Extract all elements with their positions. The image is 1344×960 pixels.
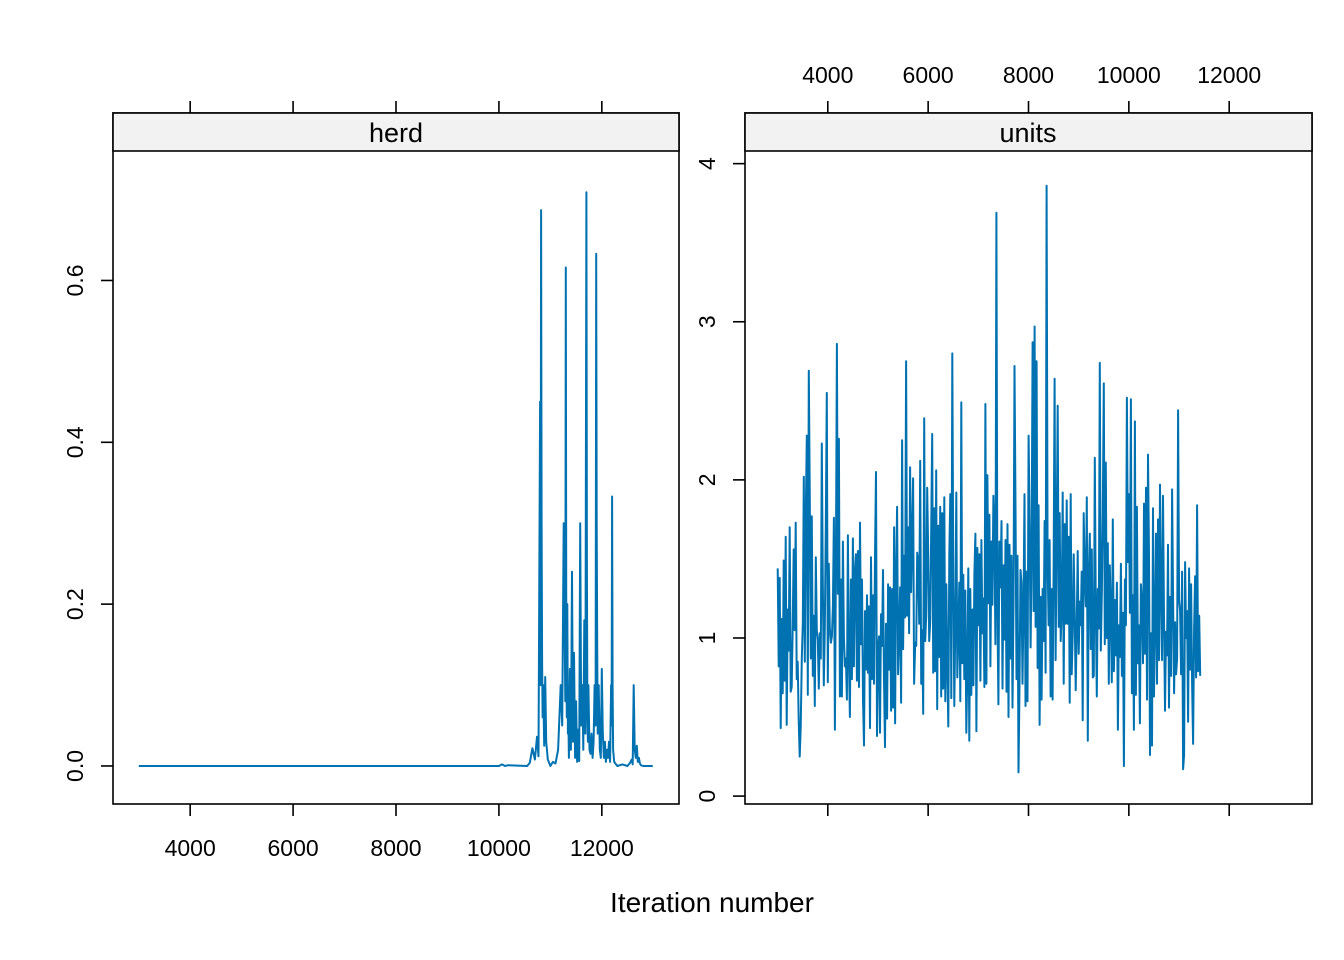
panel-units-strip-label: units (999, 118, 1056, 148)
panel-units-trace (776, 184, 1202, 774)
y-tick-label: 1 (694, 632, 720, 645)
panel-herd-trace (138, 191, 653, 767)
panel-units: units 4000 6000 8000 10000 12000 0 1 2 3 4 (694, 62, 1313, 816)
y-tick-label: 3 (694, 315, 720, 328)
y-tick-label: 4 (694, 157, 720, 170)
panel-units-x-ticks: 4000 6000 8000 10000 12000 (802, 62, 1261, 816)
y-tick-label: 0.4 (62, 426, 88, 458)
panel-units-y-ticks: 0 1 2 3 4 (694, 157, 745, 802)
x-tick-label: 4000 (165, 835, 216, 861)
panel-herd-x-ticks: 4000 6000 8000 10000 12000 (165, 101, 634, 861)
y-tick-label: 0.6 (62, 264, 88, 296)
x-tick-label: 4000 (802, 62, 853, 88)
x-axis-title: Iteration number (610, 887, 814, 918)
x-tick-label: 12000 (1197, 62, 1261, 88)
x-tick-label: 12000 (570, 835, 634, 861)
y-tick-label: 2 (694, 473, 720, 486)
x-tick-label: 10000 (1097, 62, 1161, 88)
x-tick-label: 6000 (268, 835, 319, 861)
panel-herd-strip-label: herd (369, 118, 423, 148)
y-tick-label: 0.2 (62, 588, 88, 620)
x-tick-label: 6000 (903, 62, 954, 88)
panel-herd: herd 4000 6000 8000 10000 12000 0.0 0.2 0.4 0.6 (62, 101, 680, 861)
y-tick-label: 0.0 (62, 750, 88, 782)
y-tick-label: 0 (694, 790, 720, 803)
x-tick-label: 8000 (1003, 62, 1054, 88)
panel-herd-y-ticks: 0.0 0.2 0.4 0.6 (62, 264, 113, 782)
x-tick-label: 10000 (467, 835, 531, 861)
x-tick-label: 8000 (370, 835, 421, 861)
